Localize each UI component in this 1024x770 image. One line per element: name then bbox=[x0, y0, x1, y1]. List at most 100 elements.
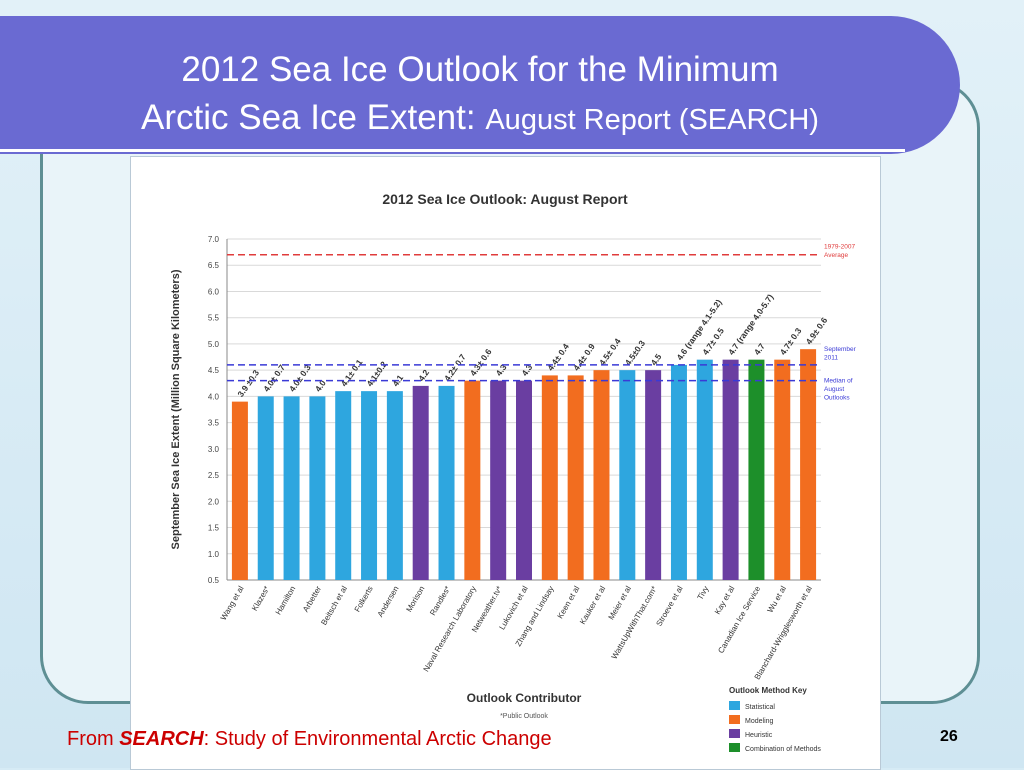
slide-title-line-1: 2012 Sea Ice Outlook for the Minimum bbox=[0, 50, 960, 90]
y-tick-label: 6.0 bbox=[208, 287, 220, 296]
x-tick-label: Folkerts bbox=[353, 585, 375, 614]
x-tick-label: Klazes* bbox=[250, 585, 271, 613]
x-tick-label: Tivy bbox=[696, 585, 711, 602]
reference-line-label: September bbox=[824, 346, 857, 353]
y-tick-label: 4.5 bbox=[208, 366, 220, 375]
bar-value-label: 4.5± 0.4 bbox=[597, 336, 623, 367]
bar-value-label: 4.9± 0.6 bbox=[804, 315, 830, 346]
title-underline bbox=[0, 149, 905, 152]
x-tick-label: Hamilton bbox=[274, 585, 298, 617]
x-tick-label: Beitsch et al bbox=[319, 584, 349, 626]
x-axis-label: Outlook Contributor bbox=[467, 691, 582, 705]
bar-value-label: 4.0± 0.3 bbox=[287, 362, 313, 393]
x-tick-label: Morison bbox=[404, 585, 426, 614]
x-tick-label: Andersen bbox=[376, 585, 401, 619]
reference-line-label: 1979-2007 bbox=[824, 244, 855, 251]
chart-panel: 2012 Sea Ice Outlook: August Report 0.5 1.… bbox=[130, 156, 881, 770]
footer-suffix: : Study of Environmental Arctic Change bbox=[204, 728, 552, 750]
legend-label: Statistical bbox=[745, 704, 775, 711]
bar-value-label: 4.1±0.2 bbox=[364, 359, 389, 388]
footer-source: SEARCH bbox=[119, 728, 203, 750]
reference-line-label: 2011 bbox=[824, 354, 838, 361]
bar bbox=[361, 391, 377, 580]
bar-value-label: 4.7± 0.3 bbox=[778, 326, 804, 357]
y-tick-label: 6.5 bbox=[208, 261, 220, 270]
bar bbox=[748, 360, 764, 580]
y-tick-label: 3.0 bbox=[208, 445, 220, 454]
bar bbox=[490, 381, 506, 580]
bar bbox=[619, 370, 635, 580]
bar bbox=[258, 396, 274, 580]
legend-swatch bbox=[729, 743, 740, 752]
bar bbox=[413, 386, 429, 580]
bar bbox=[284, 396, 300, 580]
y-tick-label: 2.5 bbox=[208, 471, 220, 480]
legend-title: Outlook Method Key bbox=[729, 686, 807, 695]
bar-value-label: 4.0± 0.7 bbox=[261, 362, 287, 393]
bar-value-label: 4.4± 0.9 bbox=[571, 341, 597, 372]
bar-value-label: 4.3± 0.6 bbox=[468, 347, 494, 378]
x-tick-label: Wu et al bbox=[766, 584, 789, 614]
legend-swatch bbox=[729, 701, 740, 710]
x-tick-label: Randles* bbox=[428, 585, 452, 618]
bar bbox=[774, 360, 790, 580]
y-tick-label: 4.0 bbox=[208, 392, 220, 401]
slide-title-line-2: Arctic Sea Ice Extent: August Report (SE… bbox=[0, 98, 960, 138]
y-tick-label: 7.0 bbox=[208, 235, 220, 244]
bar-value-label: 4.4± 0.4 bbox=[545, 341, 571, 372]
x-tick-label: Keen et al bbox=[556, 584, 582, 620]
bar-value-label: 4.2± 0.7 bbox=[442, 352, 468, 383]
bar bbox=[464, 381, 480, 580]
title-banner: 2012 Sea Ice Outlook for the Minimum Arc… bbox=[0, 16, 960, 154]
y-tick-label: 3.5 bbox=[208, 419, 220, 428]
x-tick-label: WattsUpWithThat.com* bbox=[610, 585, 659, 661]
bar bbox=[645, 370, 661, 580]
footer-citation: From SEARCH: Study of Environmental Arct… bbox=[67, 728, 552, 751]
bar bbox=[309, 396, 325, 580]
footer-prefix: From bbox=[67, 728, 119, 750]
bar bbox=[697, 360, 713, 580]
slide-title-subtitle: August Report (SEARCH) bbox=[485, 104, 819, 136]
legend-swatch bbox=[729, 729, 740, 738]
y-tick-label: 5.0 bbox=[208, 340, 220, 349]
bar bbox=[439, 386, 455, 580]
bar bbox=[335, 391, 351, 580]
x-tick-label: Kauker et al bbox=[578, 584, 607, 626]
x-tick-label: Stroeve et al bbox=[654, 584, 684, 628]
x-tick-label: Blanchard-Wrigglesworth et al bbox=[753, 584, 814, 681]
bar bbox=[542, 375, 558, 580]
bar-value-label: 3.9 ±0.3 bbox=[235, 368, 261, 399]
bar bbox=[387, 391, 403, 580]
bar bbox=[800, 349, 816, 580]
reference-line-label: Outlooks bbox=[824, 395, 850, 402]
legend-label: Heuristic bbox=[745, 732, 773, 739]
bar bbox=[723, 360, 739, 580]
legend-label: Modeling bbox=[745, 718, 774, 725]
x-tick-label: Arbetter bbox=[301, 584, 323, 613]
bar bbox=[593, 370, 609, 580]
legend-label: Combination of Methods bbox=[745, 746, 821, 753]
bar bbox=[671, 365, 687, 580]
slide-title-main: Arctic Sea Ice Extent: bbox=[141, 98, 476, 137]
chart-footnote: *Public Outlook bbox=[500, 713, 548, 720]
x-tick-label: Kay et al bbox=[713, 584, 736, 616]
y-tick-label: 1.0 bbox=[208, 550, 220, 559]
y-tick-label: 0.5 bbox=[208, 576, 220, 585]
reference-line-label: Average bbox=[824, 252, 848, 259]
y-tick-label: 2.0 bbox=[208, 497, 220, 506]
bar-value-label: 4.5±0.3 bbox=[623, 338, 648, 367]
bar bbox=[232, 402, 248, 580]
x-tick-label: Meier et al bbox=[607, 584, 634, 621]
reference-line-label: August bbox=[824, 386, 844, 393]
bar-value-label: 4.1± 0.1 bbox=[339, 357, 365, 388]
legend-swatch bbox=[729, 715, 740, 724]
y-axis-label: September Sea Ice Extent (Million Square… bbox=[170, 269, 182, 549]
bar bbox=[568, 375, 584, 580]
chart-title: 2012 Sea Ice Outlook: August Report bbox=[382, 191, 628, 207]
y-tick-label: 1.5 bbox=[208, 524, 220, 533]
bar bbox=[516, 381, 532, 580]
bar-value-label: 4.7 (range 4.0-5.7) bbox=[726, 292, 775, 357]
x-tick-label: Wang et al bbox=[219, 584, 246, 622]
bar-chart: 2012 Sea Ice Outlook: August Report 0.5 1.… bbox=[131, 157, 880, 769]
reference-line-label: Median of bbox=[824, 378, 853, 385]
